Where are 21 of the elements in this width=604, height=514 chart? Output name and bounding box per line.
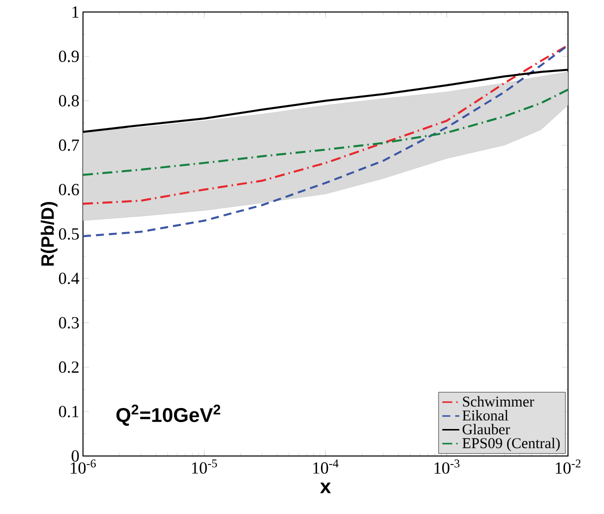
- annotation: Q$^{2}$=10GeV$^{2}$: [116, 404, 220, 426]
- legend-label: EPS09 (Central): [462, 438, 560, 452]
- y-tick-label: 0.2: [58, 361, 79, 373]
- y-tick-label: 0.4: [58, 272, 80, 284]
- x-axis-title: x: [320, 482, 331, 494]
- y-tick-label: 0.5: [58, 228, 79, 240]
- x-tick-label: 10$^{-2}$: [556, 459, 581, 474]
- y-tick-label: 0.6: [58, 184, 79, 196]
- x-tick-label: 10$^{-5}$: [192, 460, 217, 474]
- x-tick-label: 10$^{-4}$: [313, 459, 338, 474]
- legend-label: Schwimmer: [463, 396, 534, 407]
- y-tick-label: 0.3: [58, 317, 79, 329]
- y-axis-title: R(Pb/D): [40, 202, 58, 266]
- y-tick-label: 1: [72, 6, 78, 18]
- legend-label: Eikonal: [462, 410, 508, 421]
- y-tick-label: 0.7: [58, 139, 79, 151]
- y-tick-label: 0.9: [58, 50, 79, 62]
- y-tick-label: 0.8: [58, 95, 79, 107]
- legend-label: Glauber: [462, 424, 510, 434]
- y-tick-label: 0.1: [58, 406, 78, 418]
- x-tick-label: 10$^{-3}$: [434, 459, 460, 474]
